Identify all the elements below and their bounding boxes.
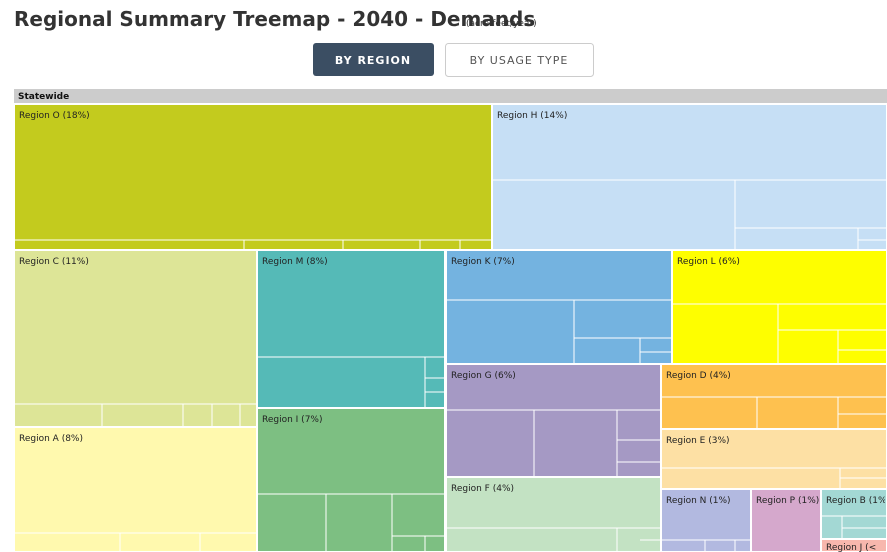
tile-label: Region B (1%	[826, 496, 887, 506]
button-by-usage[interactable]	[445, 43, 594, 77]
tile	[671, 249, 887, 366]
tile	[750, 488, 823, 552]
root-label: Statewide	[18, 92, 69, 102]
tile	[660, 428, 887, 490]
tile-label: Region E (3%)	[666, 436, 730, 446]
treemap	[13, 103, 887, 552]
tile-label: Region G (6%)	[451, 371, 516, 381]
tile	[256, 249, 446, 409]
tile	[445, 476, 662, 552]
tile	[491, 103, 887, 252]
button-label: BY REGION	[335, 54, 411, 67]
tile-label: Region F (4%)	[451, 484, 514, 494]
subdivisions	[14, 179, 887, 552]
tile-label: Region O (18%)	[19, 111, 90, 121]
tile-label: Region N (1%)	[666, 496, 731, 506]
button-by-region[interactable]	[313, 43, 434, 76]
tile	[13, 103, 493, 252]
tile-label: Region J (<	[826, 543, 876, 552]
tile-label: Region H (14%)	[497, 111, 567, 121]
tile-label: Region K (7%)	[451, 257, 515, 267]
tile-label: Region A (8%)	[19, 434, 83, 444]
unit: (acre-feet/year)	[466, 19, 537, 29]
tile-label: Region M (8%)	[262, 257, 328, 267]
tile	[13, 249, 258, 429]
tile	[445, 363, 662, 479]
tile-label: Region D (4%)	[666, 371, 731, 381]
tile	[660, 488, 752, 552]
root-bar	[14, 89, 887, 103]
tile-label: Region P (1%)	[756, 496, 819, 506]
tile-label: Region L (6%)	[677, 257, 740, 267]
tile	[445, 249, 673, 366]
tile	[820, 538, 887, 552]
tile-label: Region C (11%)	[19, 257, 89, 267]
tile	[256, 407, 446, 552]
tile-label: Region I (7%)	[262, 415, 323, 425]
button-label: BY USAGE TYPE	[470, 54, 569, 67]
tile	[820, 488, 887, 541]
tile	[13, 426, 258, 552]
title: Regional Summary Treemap - 2040 - Demand…	[14, 7, 535, 31]
